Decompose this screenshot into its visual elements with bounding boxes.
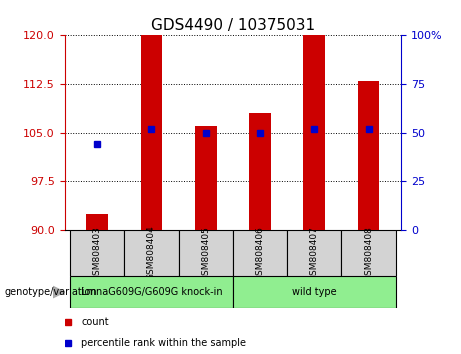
Text: LmnaG609G/G609G knock-in: LmnaG609G/G609G knock-in	[81, 287, 222, 297]
Text: GSM808404: GSM808404	[147, 226, 156, 280]
Bar	[341, 230, 396, 276]
Bar	[287, 230, 341, 276]
Bar	[358, 81, 379, 230]
Text: GSM808407: GSM808407	[310, 225, 319, 281]
Text: genotype/variation: genotype/variation	[5, 287, 97, 297]
Bar	[141, 35, 162, 230]
Bar	[233, 230, 287, 276]
Polygon shape	[53, 286, 65, 298]
Text: GSM808405: GSM808405	[201, 225, 210, 281]
Bar	[249, 113, 271, 230]
Text: GSM808406: GSM808406	[255, 225, 265, 281]
Text: count: count	[82, 317, 109, 327]
Bar	[86, 214, 108, 230]
Bar	[124, 230, 178, 276]
Bar	[70, 230, 124, 276]
Bar	[178, 230, 233, 276]
Text: GSM808403: GSM808403	[93, 225, 101, 281]
Text: wild type: wild type	[292, 287, 337, 297]
Bar	[233, 276, 396, 308]
Bar	[195, 126, 217, 230]
Text: percentile rank within the sample: percentile rank within the sample	[82, 338, 246, 348]
Bar	[303, 35, 325, 230]
Bar	[70, 276, 233, 308]
Text: GSM808408: GSM808408	[364, 225, 373, 281]
Title: GDS4490 / 10375031: GDS4490 / 10375031	[151, 18, 315, 33]
